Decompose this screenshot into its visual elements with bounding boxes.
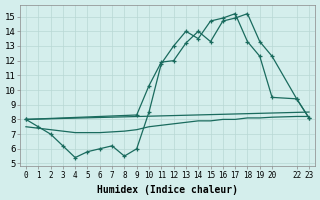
- X-axis label: Humidex (Indice chaleur): Humidex (Indice chaleur): [97, 185, 238, 195]
